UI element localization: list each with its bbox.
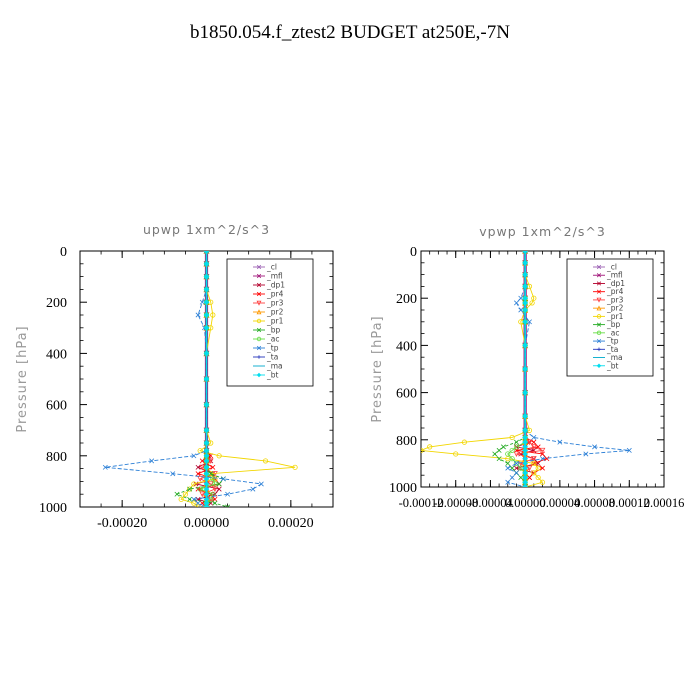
legend-label: _pr4: [606, 287, 624, 296]
legend-label: _bp: [606, 320, 621, 329]
y-axis-label: Pressure [hPa]: [15, 325, 30, 432]
legend-label: _pr3: [606, 295, 624, 304]
y-tick-label: 600: [46, 399, 67, 414]
legend-item: _pr2: [253, 308, 284, 317]
legend-label: _tp: [266, 344, 279, 353]
y-tick-label: 800: [396, 434, 417, 449]
series-line-bp: [175, 251, 228, 507]
x-tick-label: 0.00020: [268, 516, 314, 531]
legend-label: _pr1: [606, 312, 624, 321]
legend-item: _pr2: [593, 304, 624, 313]
x-tick-label: 0.00012: [609, 496, 650, 510]
legend-label: _ac: [606, 328, 619, 337]
legend-label: _tp: [606, 337, 619, 346]
legend-label: _bp: [266, 326, 281, 335]
legend-label: _pr3: [266, 299, 284, 308]
x-tick-label: 0.00008: [574, 496, 615, 510]
series-markers-bt: [522, 251, 528, 487]
legend-item: _dp1: [253, 281, 285, 290]
x-tick-label: -0.00004: [468, 496, 514, 510]
legend-label: _bt: [266, 371, 279, 380]
series-group: [421, 251, 632, 487]
figure-title: b1850.054.f_ztest2 BUDGET at250E,-7N: [190, 22, 510, 43]
legend-label: _dp1: [606, 279, 625, 288]
legend-item: _bp: [593, 320, 621, 329]
legend-label: _ta: [606, 345, 618, 354]
y-tick-label: 800: [46, 450, 67, 465]
legend: _cl_mfl_dp1_pr4_pr3_pr2_pr1_bp_ac_tp_ta_…: [226, 258, 314, 387]
y-tick-label: 0: [60, 245, 67, 260]
y-tick-label: 200: [46, 296, 67, 311]
legend-label: _dp1: [266, 281, 285, 290]
legend-item: _pr1: [593, 312, 624, 321]
legend-item: _pr3: [253, 299, 284, 308]
legend-label: _mfl: [606, 271, 623, 280]
series-markers-bt: [203, 251, 210, 507]
chart-panel-2: vpwp 1xm^2/s^3 Pressure [hPa] 0 200 400 600 80…: [370, 224, 684, 510]
x-tick-label: -0.00020: [97, 516, 147, 531]
y-axis-label: Pressure [hPa]: [370, 315, 385, 422]
legend-item: _ma: [593, 353, 623, 362]
legend-label: _pr2: [266, 308, 284, 317]
legend-label: _pr1: [266, 317, 284, 326]
legend-item: _tp: [593, 337, 619, 346]
panel-title: vpwp 1xm^2/s^3: [479, 224, 606, 239]
legend-item: _ac: [593, 328, 619, 337]
legend-label: _bt: [606, 361, 619, 370]
legend-item: _dp1: [593, 279, 625, 288]
x-tick-label: 0.00000: [184, 516, 230, 531]
legend-label: _pr2: [606, 304, 624, 313]
y-tick-label: 400: [46, 347, 67, 362]
legend-item: _bt: [253, 371, 279, 380]
legend-label: _ac: [266, 335, 279, 344]
y-tick-label: 400: [396, 339, 417, 354]
legend-item: _ta: [253, 353, 278, 362]
legend-label: _ma: [266, 362, 283, 371]
legend-item: _bt: [593, 361, 619, 370]
legend-label: _ta: [266, 353, 278, 362]
y-tick-label: 0: [410, 245, 417, 260]
y-tick-label: 600: [396, 387, 417, 402]
legend-item: _ma: [253, 362, 283, 371]
legend-item: _bp: [253, 326, 281, 335]
x-tick-label: -0.00012: [399, 496, 444, 510]
chart-panel-1: upwp 1xm^2/s^3 Pressure [hPa] 0 200 400 600 80…: [15, 222, 334, 531]
legend-label: _ma: [606, 353, 623, 362]
legend-item: _pr4: [593, 287, 624, 296]
y-tick-label: 1000: [389, 481, 417, 496]
legend-label: _cl: [606, 263, 617, 272]
legend-item: _tp: [253, 344, 279, 353]
legend-item: _cl: [253, 263, 277, 272]
series-markers-pr3: [513, 251, 546, 487]
legend-item: _cl: [593, 263, 617, 272]
legend-item: _mfl: [253, 272, 283, 281]
legend-item: _pr3: [593, 295, 624, 304]
legend-item: _pr1: [253, 317, 284, 326]
legend-item: _pr4: [253, 290, 284, 299]
legend-item: _ta: [593, 345, 618, 354]
panel-title: upwp 1xm^2/s^3: [143, 222, 270, 237]
series-group: [102, 251, 298, 507]
legend-label: _pr4: [266, 290, 284, 299]
y-tick-label: 200: [396, 292, 417, 307]
legend: _cl_mfl_dp1_pr4_pr3_pr2_pr1_bp_ac_tp_ta_…: [566, 258, 654, 377]
x-tick-label: 0.00004: [540, 496, 581, 510]
x-tick-label: -0.00008: [433, 496, 478, 510]
series-line-pr1: [421, 251, 544, 487]
legend-label: _mfl: [266, 272, 283, 281]
x-tick-label: 0.00016: [644, 496, 685, 510]
y-tick-label: 1000: [39, 501, 67, 516]
legend-item: _mfl: [593, 271, 623, 280]
legend-label: _cl: [266, 263, 277, 272]
legend-item: _ac: [253, 335, 279, 344]
x-tick-label: 0.00000: [505, 496, 546, 510]
